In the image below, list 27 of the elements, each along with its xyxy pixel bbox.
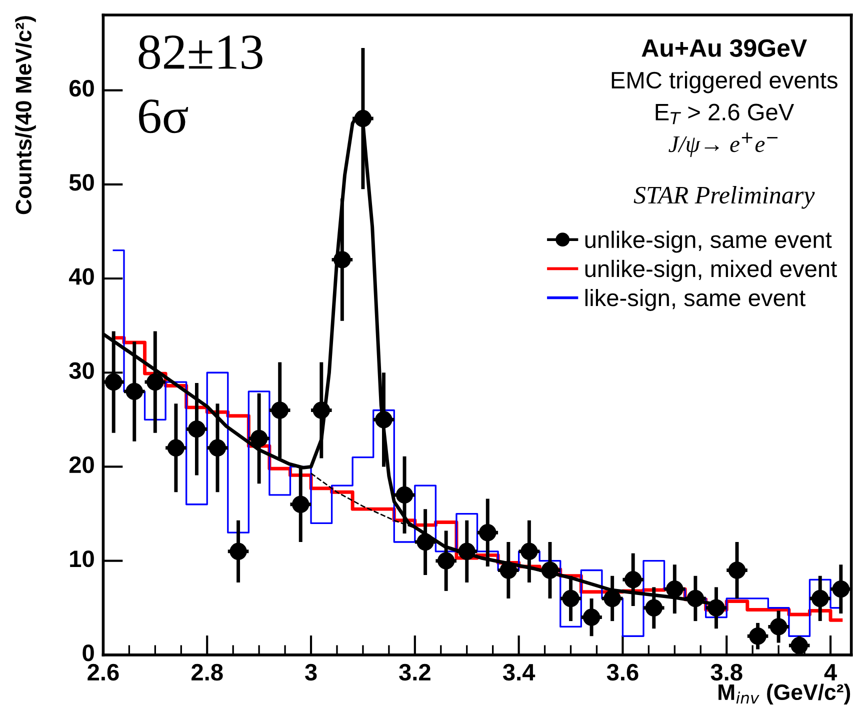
annotation: 82±13 xyxy=(138,35,262,70)
annotation: J/ψ→ e$^{+}$e$^{−}$ xyxy=(668,132,778,157)
annotation: EMC triggered events xyxy=(612,71,838,94)
y-axis-title: Counts/(40 MeV/c²) xyxy=(15,16,36,214)
legend-label: unlike-sign, mixed event xyxy=(585,260,837,282)
y-tick-label: 50 xyxy=(69,174,94,191)
y-tick-label: 60 xyxy=(69,80,94,97)
x-tick-label: 3.4 xyxy=(502,664,536,681)
x-tick-label: 2.6 xyxy=(88,664,119,681)
x-tick-label: 3 xyxy=(304,664,317,681)
annotation: Au+Au 39GeV xyxy=(642,39,807,57)
y-tick-label: 0 xyxy=(82,644,94,662)
annotation: STAR Preliminary xyxy=(634,186,815,209)
y-tick-label: 20 xyxy=(69,456,94,474)
x-tick-label: 3.8 xyxy=(710,664,742,681)
y-tick-label: 40 xyxy=(68,268,94,285)
legend-label: like-sign, same event xyxy=(585,288,806,311)
x-tick-label: 2.8 xyxy=(192,664,223,681)
x-tick-label: 4 xyxy=(824,664,837,680)
x-tick-label: 3.6 xyxy=(606,664,638,681)
x-tick-label: 3.2 xyxy=(399,664,430,681)
y-tick-label: 10 xyxy=(70,550,94,568)
annotation: 6σ xyxy=(139,100,188,134)
y-tick-label: 30 xyxy=(69,362,94,379)
x-axis-title: M$_{inv}$ (GeV/c²) xyxy=(718,684,850,704)
legend-label: unlike-sign, same event xyxy=(585,230,832,253)
annotation: E$_{T}$ > 2.6 GeV xyxy=(656,104,794,124)
